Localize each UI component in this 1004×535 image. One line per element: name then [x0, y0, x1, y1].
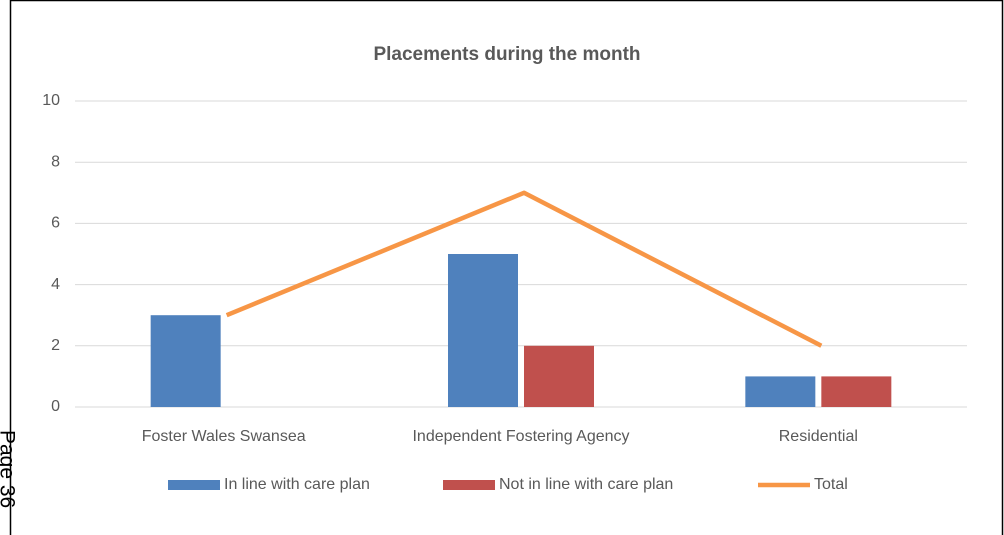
bar: [745, 376, 816, 407]
bar: [821, 376, 892, 407]
y-tick-label: 8: [51, 153, 60, 170]
legend-swatch: [168, 480, 220, 490]
y-tick-label: 0: [51, 398, 60, 415]
y-tick-label: 4: [51, 276, 60, 293]
chart-title: Placements during the month: [373, 44, 640, 65]
legend-label: Total: [814, 476, 848, 493]
x-tick-label: Independent Fostering Agency: [412, 428, 629, 445]
bar: [150, 315, 221, 407]
x-tick-label: Foster Wales Swansea: [142, 428, 306, 445]
y-tick-label: 10: [42, 92, 60, 109]
y-tick-label: 6: [51, 215, 60, 232]
bar: [448, 254, 518, 407]
bar: [524, 345, 594, 407]
legend-swatch: [443, 480, 495, 490]
page-label: Page 36: [0, 430, 18, 508]
legend-label: Not in line with care plan: [499, 476, 673, 493]
x-tick-label: Residential: [779, 428, 858, 445]
legend-label: In line with care plan: [224, 476, 370, 493]
line: [225, 190, 823, 348]
y-tick-label: 2: [51, 337, 60, 354]
